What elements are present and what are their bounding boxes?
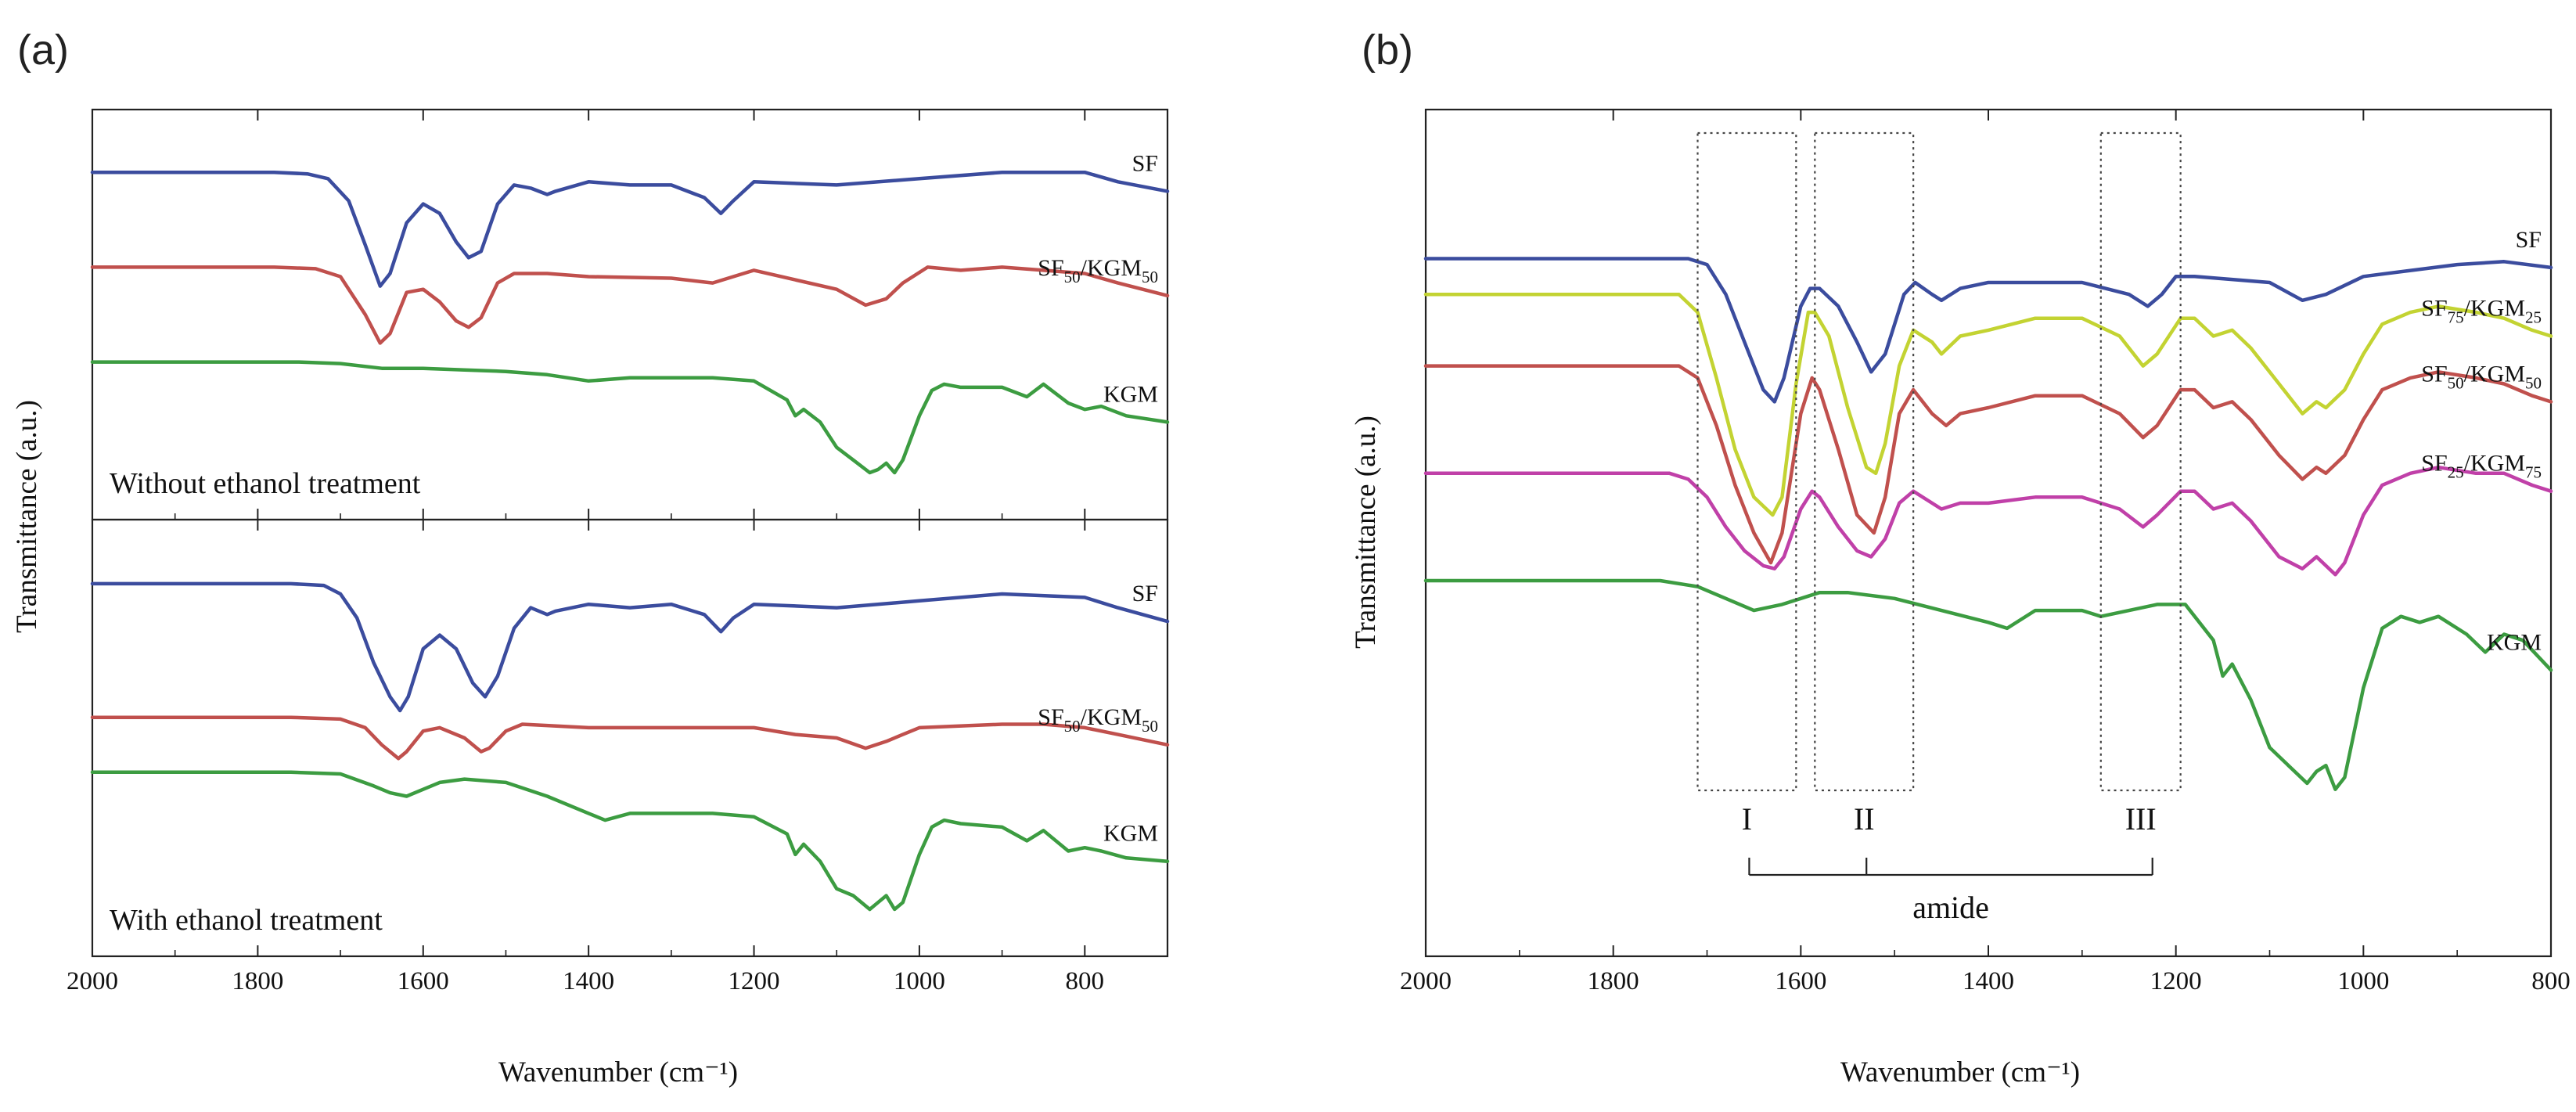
series-line-sf75-kgm25 (1423, 292, 2553, 517)
x-tick-label: 1200 (2150, 967, 2202, 995)
label-subscript: 50 (2448, 373, 2464, 392)
series-line-sf (90, 581, 1170, 713)
series-label-kgm: KGM (1103, 381, 1158, 407)
plot-b: 2000 1800 1600 1400 1200 1000 800 SF SF75/KGM25 S… (1400, 108, 2571, 995)
series-label-sf50-kgm50: SF50/KGM50 (1038, 255, 1158, 286)
series-line-sf50-kgm50 (90, 715, 1170, 761)
label-subscript: 25 (2525, 308, 2542, 327)
ylabel-a: Transmittance (a.u.) (11, 400, 43, 633)
series-line-sf (1423, 257, 2553, 404)
x-tick-label: 1200 (729, 967, 780, 995)
panel-annotation: With ethanol treatment (110, 904, 383, 937)
label-subscript: 75 (2448, 308, 2464, 327)
label-mid: /KGM (2464, 451, 2525, 477)
x-tick-label: 2000 (1400, 967, 1452, 995)
label-subscript: 50 (1064, 717, 1081, 736)
panel-b-label: (b) (1362, 27, 1413, 74)
label-mid: /KGM (1081, 704, 1142, 730)
series-label-sf: SF (1132, 150, 1158, 176)
amide-region-iii (2099, 131, 2182, 792)
x-tick-label: 1800 (232, 967, 283, 995)
ylabel-b: Transmittance (a.u.) (1350, 416, 1382, 649)
series-line-kgm (90, 360, 1170, 475)
label-mid: /KGM (2464, 296, 2525, 322)
series-label-sf75-kgm25: SF75/KGM25 (2421, 296, 2542, 327)
xlabel-a: Wavenumber (cm⁻¹) (498, 1056, 738, 1089)
series-line-sf (90, 170, 1170, 288)
plot-frame (91, 518, 1169, 958)
x-tick-label: 1000 (894, 967, 945, 995)
amide-label: amide (1912, 890, 1989, 925)
series-line-kgm (90, 770, 1170, 912)
xlabel-b: Wavenumber (cm⁻¹) (1840, 1056, 2080, 1089)
series-label-sf50-kgm50: SF50/KGM50 (2421, 361, 2542, 392)
x-tick-label: 800 (2531, 967, 2571, 995)
x-tick-label: 1800 (1588, 967, 1639, 995)
amide-region-label-i: I (1742, 801, 1752, 837)
panel-annotation: Without ethanol treatment (110, 467, 421, 500)
x-tick-label: 800 (1066, 967, 1105, 995)
label-subscript: 50 (2525, 373, 2542, 392)
amide-region-label-ii: II (1854, 801, 1875, 837)
label-subscript: 50 (1142, 717, 1158, 736)
series-line-sf50-kgm50 (1423, 364, 2553, 565)
label-subscript: 50 (1142, 268, 1158, 286)
x-tick-label: 1600 (398, 967, 449, 995)
x-tick-label: 1400 (563, 967, 614, 995)
label-subscript: 75 (2525, 463, 2542, 482)
series-label-sf: SF (2516, 227, 2542, 253)
series-line-sf25-kgm75 (1423, 465, 2553, 577)
amide-region-label-iii: III (2125, 801, 2157, 837)
series-label-kgm: KGM (1103, 821, 1158, 847)
amide-region-i (1696, 131, 1797, 792)
amide-region-ii (1814, 131, 1915, 792)
plot-a-bottom: 2000 1800 1600 1400 1200 1000 800SFSF50/KGM50K… (67, 518, 1170, 995)
series-label-sf25-kgm75: SF25/KGM75 (2421, 451, 2542, 482)
x-tick-label: 2000 (67, 967, 118, 995)
label-mid: /KGM (2464, 361, 2525, 387)
x-tick-label: 1000 (2337, 967, 2389, 995)
label-mid: /KGM (1081, 255, 1142, 281)
panel-a-label: (a) (17, 27, 69, 74)
series-label-sf: SF (1132, 581, 1158, 606)
plot-a-top: SF SF50/KGM50 KGM Without ethanol treatment (90, 108, 1170, 521)
series-line-sf50-kgm50 (90, 265, 1170, 345)
series-line-kgm (1423, 578, 2553, 791)
label-subscript: 25 (2448, 463, 2464, 482)
series-label-kgm: KGM (2487, 629, 2542, 655)
x-tick-label: 1600 (1775, 967, 1826, 995)
x-tick-label: 1400 (1963, 967, 2014, 995)
label-subscript: 50 (1064, 268, 1081, 286)
plot-frame (1424, 108, 2553, 958)
